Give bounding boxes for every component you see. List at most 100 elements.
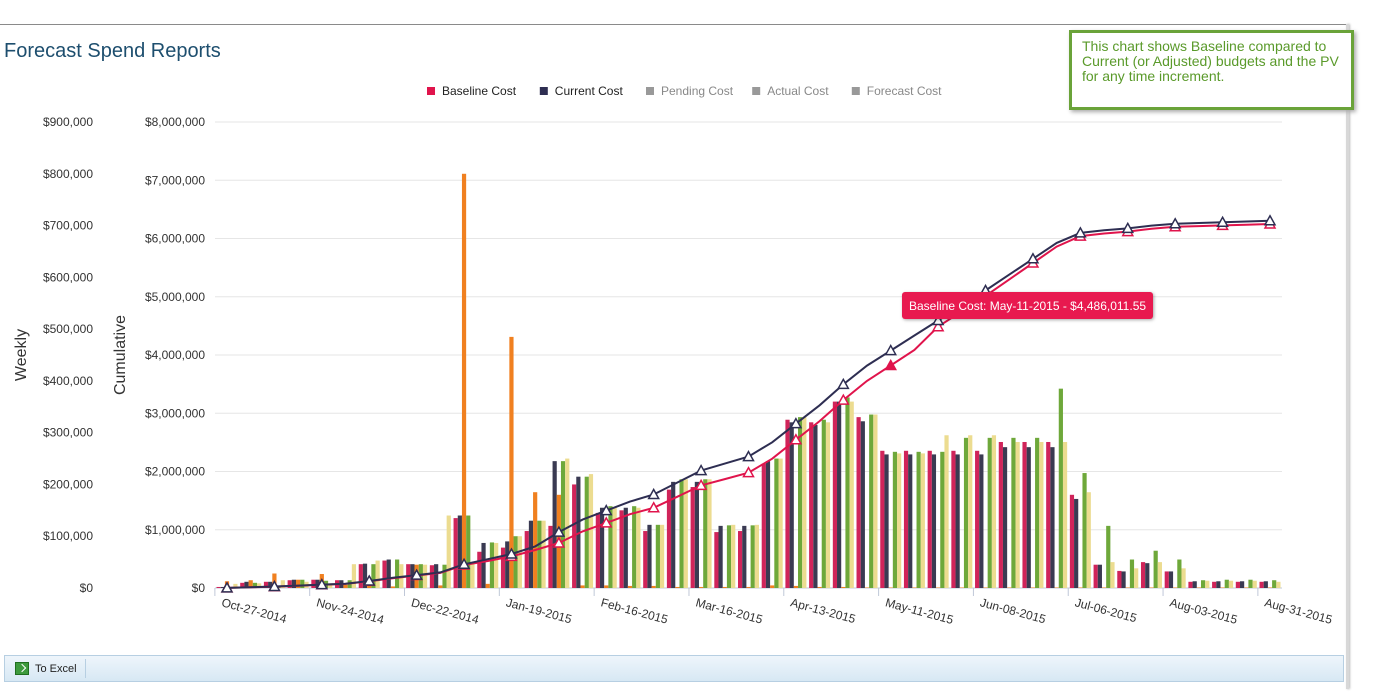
x-tick-label: Aug-03-2015: [1168, 595, 1239, 627]
cumulative-tick-label: $7,000,000: [145, 173, 205, 187]
weekly-bar: [584, 476, 589, 588]
right-divider: [1346, 24, 1349, 689]
cumulative-marker: [1168, 217, 1182, 229]
weekly-bar: [552, 461, 557, 588]
weekly-bar: [328, 583, 333, 588]
weekly-tick-label: $500,000: [43, 322, 93, 336]
legend-item: Current Cost: [555, 84, 624, 98]
weekly-bar: [1054, 587, 1059, 588]
weekly-bar: [296, 579, 301, 588]
legend-item: Pending Cost: [661, 84, 734, 98]
cumulative-axis-title: Cumulative: [112, 315, 129, 395]
cumulative-marker: [315, 578, 329, 590]
x-tick-label: May-11-2015: [884, 595, 955, 627]
weekly-bar: [892, 451, 898, 588]
top-divider: [0, 24, 1346, 25]
weekly-bar: [785, 419, 790, 588]
weekly-bar: [422, 564, 428, 588]
weekly-bar: [446, 515, 451, 588]
weekly-bar: [595, 512, 600, 588]
cumulative-marker: [1026, 252, 1040, 264]
weekly-bar: [524, 531, 529, 588]
forecast-chart: $0 $1,000,000 $2,000,000 $3,000,000 $4,000,0…: [13, 84, 1334, 627]
x-tick-label: Oct-27-2014: [220, 595, 288, 626]
weekly-bar: [1224, 579, 1229, 588]
cumulative-tick-label: $6,000,000: [145, 232, 205, 246]
to-excel-button[interactable]: To Excel: [11, 659, 86, 678]
x-tick-label: Jul-06-2015: [1073, 595, 1138, 625]
weekly-bar: [1259, 581, 1264, 588]
page-title: Forecast Spend Reports: [4, 40, 221, 62]
weekly-bar: [1121, 571, 1126, 588]
weekly-bar: [461, 173, 467, 588]
weekly-bar: [1129, 559, 1135, 588]
cumulative-marker: [884, 358, 898, 371]
weekly-bar: [1134, 568, 1139, 588]
weekly-bar: [1153, 550, 1158, 588]
weekly-bar: [1235, 581, 1240, 588]
weekly-bar: [240, 582, 245, 588]
to-excel-label: To Excel: [35, 662, 77, 675]
cumulative-marker: [1074, 226, 1087, 238]
chart-note-text: This chart shows Baseline compared to Cu…: [1082, 38, 1339, 84]
weekly-bar: [698, 586, 704, 588]
weekly-bar: [1168, 571, 1174, 588]
weekly-bar: [1240, 581, 1245, 588]
weekly-bar: [1267, 587, 1273, 588]
weekly-tick-label: $300,000: [43, 426, 93, 440]
cumulative-marker: [647, 501, 660, 513]
x-tick-label: Apr-13-2015: [789, 595, 857, 626]
weekly-bar: [821, 419, 826, 588]
weekly-bar: [367, 584, 372, 588]
weekly-bar: [1082, 473, 1087, 588]
weekly-bar: [959, 587, 964, 588]
weekly-bar: [1069, 494, 1075, 588]
cumulative-marker: [742, 450, 755, 462]
weekly-bar: [252, 582, 257, 588]
legend-item: Baseline Cost: [442, 84, 517, 98]
weekly-bar: [675, 586, 680, 588]
weekly-bar: [216, 586, 221, 588]
weekly-tick-label: $200,000: [43, 477, 93, 491]
weekly-bar: [580, 585, 585, 588]
weekly-bar: [963, 437, 969, 588]
weekly-bar: [927, 450, 932, 588]
weekly-bar: [1276, 581, 1281, 588]
weekly-bar: [395, 559, 400, 588]
weekly-bar: [1252, 580, 1257, 588]
weekly-bar: [371, 564, 376, 588]
cumulative-marker: [694, 478, 708, 491]
cumulative-marker: [1263, 214, 1277, 226]
cumulative-marker: [931, 313, 945, 326]
weekly-bar: [694, 481, 699, 588]
weekly-bar: [1039, 441, 1044, 588]
weekly-bar: [1101, 587, 1107, 588]
weekly-bar: [311, 579, 316, 588]
weekly-bar: [604, 585, 609, 588]
weekly-bar: [903, 450, 909, 588]
x-tick-label: Mar-16-2015: [694, 595, 764, 626]
weekly-bar: [1106, 525, 1111, 588]
weekly-bar: [1200, 580, 1206, 588]
weekly-bar: [765, 461, 771, 588]
cumulative-marker: [837, 377, 850, 390]
weekly-bar: [1022, 441, 1027, 588]
weekly-bar: [1205, 580, 1210, 588]
weekly-bar: [351, 564, 357, 588]
weekly-bar: [931, 454, 937, 588]
weekly-bar: [300, 579, 305, 588]
weekly-bar: [1164, 571, 1169, 588]
weekly-tick-label: $100,000: [43, 529, 93, 543]
weekly-tick-label: $400,000: [43, 374, 93, 388]
weekly-bar: [1192, 581, 1197, 588]
weekly-bar: [1196, 587, 1201, 588]
weekly-bar: [429, 565, 435, 588]
weekly-bar: [671, 481, 676, 588]
weekly-bar: [1058, 388, 1063, 588]
weekly-bar: [968, 435, 973, 588]
legend-swatch: [427, 87, 435, 95]
weekly-bar: [888, 587, 893, 588]
weekly-bar: [453, 518, 458, 588]
weekly-bar: [560, 461, 566, 588]
